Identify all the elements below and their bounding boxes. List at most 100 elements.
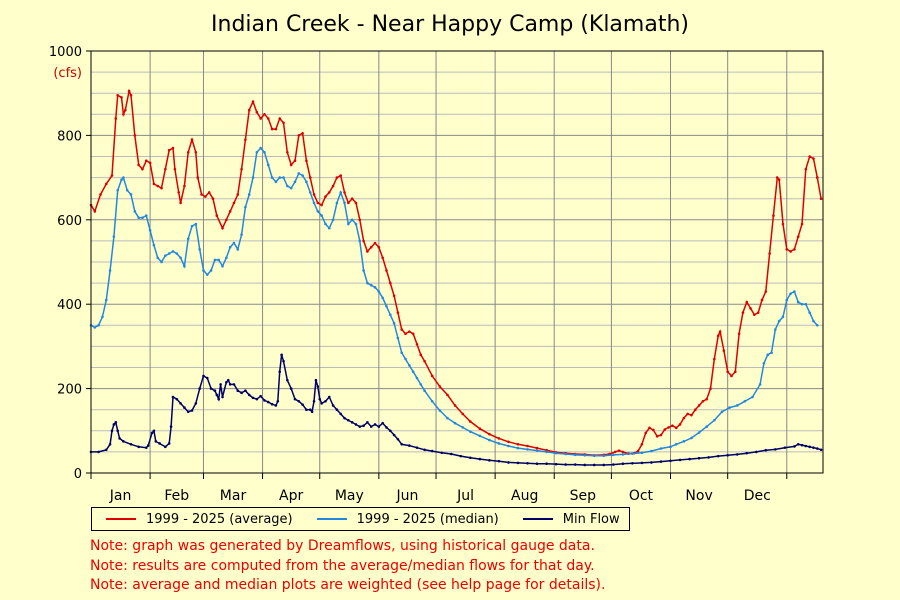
series-point (202, 374, 205, 378)
series-point (148, 229, 152, 232)
series-point (366, 281, 369, 285)
series-point (507, 440, 510, 444)
series-point (819, 448, 823, 452)
series-point (366, 250, 369, 253)
series-point (225, 256, 228, 260)
series-point (177, 191, 180, 194)
series-point (228, 210, 232, 213)
series-point (362, 269, 365, 272)
series-point (286, 150, 289, 154)
series-point (713, 418, 716, 422)
series-point (526, 448, 529, 451)
series-point (796, 235, 800, 238)
series-point (354, 423, 358, 426)
series-point (213, 258, 217, 262)
series-point (758, 383, 762, 386)
series-point (793, 248, 796, 251)
series-point (259, 146, 262, 150)
series-point (535, 449, 539, 452)
series-point (156, 184, 160, 188)
series-point (270, 402, 274, 406)
series-point (316, 210, 320, 213)
series-point (812, 157, 815, 160)
series-point (122, 113, 125, 116)
series-point (764, 290, 768, 293)
series-point (310, 410, 314, 414)
series-point (381, 256, 384, 260)
series-point (167, 442, 171, 445)
y-tick-label: 400 (57, 298, 82, 313)
series-point (236, 248, 240, 251)
series-point (488, 459, 491, 462)
series-point (164, 254, 167, 257)
series-point (453, 421, 457, 425)
series-point (205, 273, 209, 276)
series-point (808, 155, 811, 158)
chart-title: Indian Creek - Near Happy Camp (Klamath) (211, 12, 689, 37)
series-point (354, 201, 358, 205)
series-point (369, 283, 373, 287)
series-point (167, 252, 171, 255)
series-point (796, 443, 800, 446)
series-point (682, 416, 686, 420)
series-point (621, 450, 625, 454)
series-point (259, 394, 262, 398)
series-point (160, 260, 163, 264)
series-point (745, 451, 749, 455)
legend-item-min-flow: Min Flow (522, 512, 620, 527)
series-point (251, 176, 255, 179)
series-point (282, 121, 285, 125)
series-point (247, 108, 251, 112)
series-point (707, 456, 710, 459)
series-point (800, 302, 804, 306)
series-point (648, 426, 651, 430)
series-point (232, 383, 236, 386)
series-point (305, 180, 308, 184)
series-point (423, 389, 426, 393)
series-point (812, 319, 815, 323)
series-point (602, 463, 606, 467)
series-point (183, 406, 186, 409)
series-point (631, 461, 634, 465)
series-point (305, 408, 308, 412)
series-point (461, 426, 465, 429)
series-point (240, 233, 243, 236)
series-point (232, 201, 236, 205)
series-point (144, 159, 148, 163)
series-point (554, 451, 558, 455)
series-point (339, 412, 343, 416)
series-point (461, 412, 465, 416)
series-point (190, 224, 194, 228)
series-point (669, 445, 672, 449)
series-point (255, 150, 259, 154)
series-point (423, 359, 426, 363)
series-point (320, 214, 323, 217)
series-point (240, 391, 243, 395)
series-point (217, 258, 221, 262)
series-point (804, 167, 808, 171)
series-point (701, 399, 705, 403)
series-point (93, 326, 97, 329)
series-point (688, 457, 691, 461)
series-point (396, 437, 400, 441)
note-line: Note: results are computed from the aver… (90, 557, 595, 574)
series-point (274, 127, 278, 131)
series-point (366, 421, 369, 424)
series-point (735, 453, 739, 456)
series-point (343, 416, 346, 420)
series-point (350, 421, 354, 424)
series-point (636, 449, 640, 453)
series-point (419, 383, 423, 386)
series-point (124, 108, 127, 112)
series-point (564, 452, 567, 456)
series-point (215, 214, 219, 217)
series-point (381, 421, 384, 425)
series-point (583, 463, 587, 467)
series-point (554, 462, 558, 466)
series-point (478, 427, 482, 430)
series-point (415, 446, 419, 449)
series-point (415, 342, 419, 346)
series-point (430, 399, 434, 403)
series-point (301, 131, 304, 135)
series-point (373, 241, 377, 245)
